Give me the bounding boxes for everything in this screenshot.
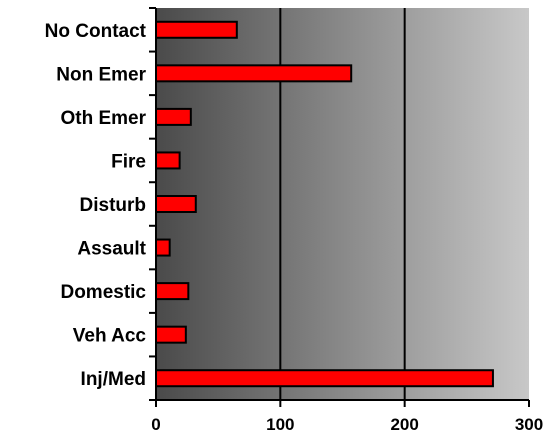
bar <box>155 195 197 213</box>
bar <box>155 20 238 39</box>
category-label: Inj/Med <box>81 369 146 390</box>
bar <box>155 151 181 170</box>
category-label: Non Emer <box>56 64 146 85</box>
bar <box>155 238 171 257</box>
category-labels: No Contact Non Emer Oth Emer Fire Disturb Ass… <box>45 21 147 390</box>
bar <box>155 369 494 388</box>
x-tick-label: 0 <box>151 415 160 434</box>
bar <box>155 282 190 301</box>
category-label: Assault <box>77 239 146 260</box>
category-label: No Contact <box>45 21 147 42</box>
bars <box>155 20 494 388</box>
category-label: Fire <box>111 151 146 172</box>
bar <box>155 64 353 83</box>
category-label: Disturb <box>80 195 147 216</box>
x-tick-label: 200 <box>390 415 418 434</box>
category-label: Veh Acc <box>73 326 147 347</box>
bar <box>155 107 192 126</box>
tick-labels: 0 100 200 300 <box>151 415 543 434</box>
bar <box>155 325 187 344</box>
axis-ticks <box>149 7 530 407</box>
category-label: Domestic <box>60 282 146 303</box>
x-tick-label: 300 <box>515 415 543 434</box>
x-tick-label: 100 <box>266 415 294 434</box>
category-label: Oth Emer <box>60 108 146 129</box>
